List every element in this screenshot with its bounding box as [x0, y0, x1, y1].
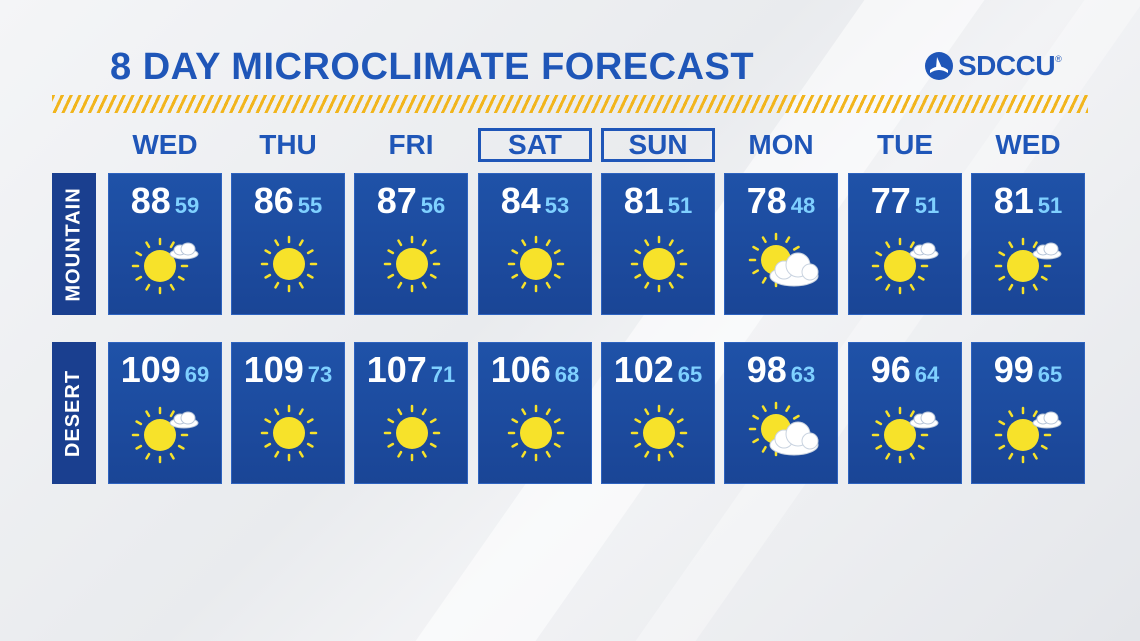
temperature-pair: 81 51	[972, 180, 1084, 222]
sponsor-logo: SDCCU ®	[924, 50, 1062, 82]
temperature-pair: 109 69	[109, 349, 221, 391]
high-temp: 99	[993, 349, 1034, 390]
low-temp: 51	[1037, 193, 1063, 218]
temperature-pair: 87 56	[355, 180, 467, 222]
temperature-pair: 109 73	[232, 349, 344, 391]
forecast-cell: 109 69	[108, 342, 222, 484]
forecast-cell: 81 51	[601, 173, 715, 315]
temperature-pair: 88 59	[109, 180, 221, 222]
high-temp: 77	[870, 180, 911, 221]
low-temp: 73	[307, 362, 333, 387]
high-temp: 109	[120, 349, 181, 390]
forecast-cell: 86 55	[231, 173, 345, 315]
forecast-cell: 106 68	[478, 342, 592, 484]
high-temp: 78	[746, 180, 787, 221]
forecast-cell: 78 48	[724, 173, 838, 315]
low-temp: 65	[1037, 362, 1063, 387]
low-temp: 63	[790, 362, 816, 387]
low-temp: 55	[297, 193, 323, 218]
forecast-cell: 99 65	[971, 342, 1085, 484]
temperature-pair: 106 68	[479, 349, 591, 391]
high-temp: 106	[490, 349, 551, 390]
forecast-cell: 102 65	[601, 342, 715, 484]
forecast-cell: 88 59	[108, 173, 222, 315]
row-label-desert: DESERT	[52, 342, 96, 484]
high-temp: 86	[253, 180, 294, 221]
forecast-cell: 96 64	[848, 342, 962, 484]
temperature-pair: 98 63	[725, 349, 837, 391]
high-temp: 98	[746, 349, 787, 390]
forecast-cell: 87 56	[354, 173, 468, 315]
sdccu-logo-icon	[925, 52, 953, 80]
low-temp: 71	[430, 362, 456, 387]
day-label-sat: SAT	[478, 128, 592, 162]
high-temp: 107	[366, 349, 427, 390]
low-temp: 53	[544, 193, 570, 218]
low-temp: 56	[420, 193, 446, 218]
high-temp: 102	[613, 349, 674, 390]
low-temp: 68	[554, 362, 580, 387]
temperature-pair: 81 51	[602, 180, 714, 222]
low-temp: 48	[790, 193, 816, 218]
row-label-text: DESERT	[62, 369, 85, 457]
forecast-cell: 84 53	[478, 173, 592, 315]
high-temp: 96	[870, 349, 911, 390]
forecast-cell: 81 51	[971, 173, 1085, 315]
forecast-cell: 109 73	[231, 342, 345, 484]
decorative-hatch-bar	[52, 95, 1088, 113]
day-label-sun: SUN	[601, 128, 715, 162]
row-label-text: MOUNTAIN	[62, 186, 85, 302]
high-temp: 81	[623, 180, 664, 221]
forecast-cell: 107 71	[354, 342, 468, 484]
low-temp: 65	[677, 362, 703, 387]
day-label-wed: WED	[132, 129, 198, 160]
low-temp: 64	[914, 362, 940, 387]
day-label-tue: TUE	[877, 129, 933, 160]
high-temp: 81	[993, 180, 1034, 221]
high-temp: 109	[243, 349, 304, 390]
low-temp: 69	[184, 362, 210, 387]
high-temp: 87	[376, 180, 417, 221]
day-label-wed: WED	[995, 129, 1061, 160]
temperature-pair: 99 65	[972, 349, 1084, 391]
temperature-pair: 77 51	[849, 180, 961, 222]
temperature-pair: 96 64	[849, 349, 961, 391]
row-label-mountain: MOUNTAIN	[52, 173, 96, 315]
low-temp: 59	[174, 193, 200, 218]
high-temp: 84	[500, 180, 541, 221]
temperature-pair: 107 71	[355, 349, 467, 391]
day-label-thu: THU	[259, 129, 317, 160]
day-label-mon: MON	[748, 129, 814, 160]
forecast-cell: 98 63	[724, 342, 838, 484]
temperature-pair: 78 48	[725, 180, 837, 222]
low-temp: 51	[914, 193, 940, 218]
temperature-pair: 86 55	[232, 180, 344, 222]
sponsor-name: SDCCU	[958, 50, 1056, 81]
trademark-mark: ®	[1055, 54, 1062, 64]
temperature-pair: 84 53	[479, 180, 591, 222]
high-temp: 88	[130, 180, 171, 221]
low-temp: 51	[667, 193, 693, 218]
day-label-fri: FRI	[388, 129, 434, 160]
forecast-cell: 77 51	[848, 173, 962, 315]
temperature-pair: 102 65	[602, 349, 714, 391]
page-title: 8 DAY MICROCLIMATE FORECAST	[110, 46, 755, 88]
